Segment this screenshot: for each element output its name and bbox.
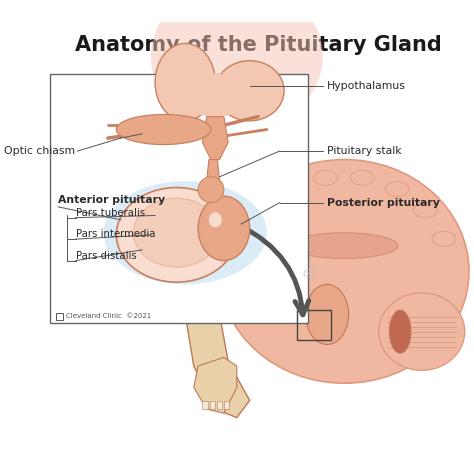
Polygon shape [185, 173, 292, 418]
Text: Pars intermedia: Pars intermedia [75, 229, 155, 239]
Text: GP: GP [302, 269, 318, 279]
Text: Anterior pituitary: Anterior pituitary [58, 195, 165, 205]
Ellipse shape [177, 73, 254, 117]
Ellipse shape [385, 182, 409, 197]
Ellipse shape [279, 182, 302, 197]
Polygon shape [207, 160, 219, 194]
Text: Pars distalis: Pars distalis [75, 251, 136, 261]
Ellipse shape [219, 160, 469, 383]
Polygon shape [202, 117, 228, 160]
Bar [50, 73, 308, 323]
Ellipse shape [306, 284, 348, 345]
Text: Anatomy of the Pituitary Gland: Anatomy of the Pituitary Gland [75, 35, 442, 55]
Bar [210, 401, 215, 409]
Ellipse shape [215, 61, 284, 121]
Bar [56, 313, 63, 319]
Ellipse shape [198, 196, 250, 261]
Bar [224, 401, 229, 409]
Ellipse shape [432, 231, 456, 246]
Text: Cleveland Clinic  ©2021: Cleveland Clinic ©2021 [65, 313, 151, 319]
Bar [217, 401, 222, 409]
Ellipse shape [233, 232, 256, 247]
Ellipse shape [134, 198, 219, 267]
Ellipse shape [117, 114, 211, 145]
Ellipse shape [291, 233, 398, 258]
Ellipse shape [390, 310, 411, 353]
Text: Posterior pituitary: Posterior pituitary [327, 198, 440, 208]
Ellipse shape [350, 170, 374, 185]
Ellipse shape [251, 203, 274, 219]
Ellipse shape [117, 188, 237, 282]
Text: Pars tuberalis: Pars tuberalis [75, 208, 145, 218]
Ellipse shape [379, 293, 465, 370]
Ellipse shape [314, 170, 337, 185]
Text: Optic chiasm: Optic chiasm [4, 146, 75, 156]
Polygon shape [194, 357, 237, 413]
Polygon shape [190, 254, 228, 301]
Bar [297, 310, 331, 340]
Text: Hypothalamus: Hypothalamus [327, 82, 406, 91]
Ellipse shape [155, 44, 215, 121]
Ellipse shape [151, 0, 323, 132]
Bar [202, 401, 208, 409]
Ellipse shape [209, 212, 222, 228]
Ellipse shape [103, 181, 267, 284]
Ellipse shape [413, 203, 437, 218]
Ellipse shape [198, 177, 224, 202]
Text: Pituitary stalk: Pituitary stalk [327, 146, 402, 156]
